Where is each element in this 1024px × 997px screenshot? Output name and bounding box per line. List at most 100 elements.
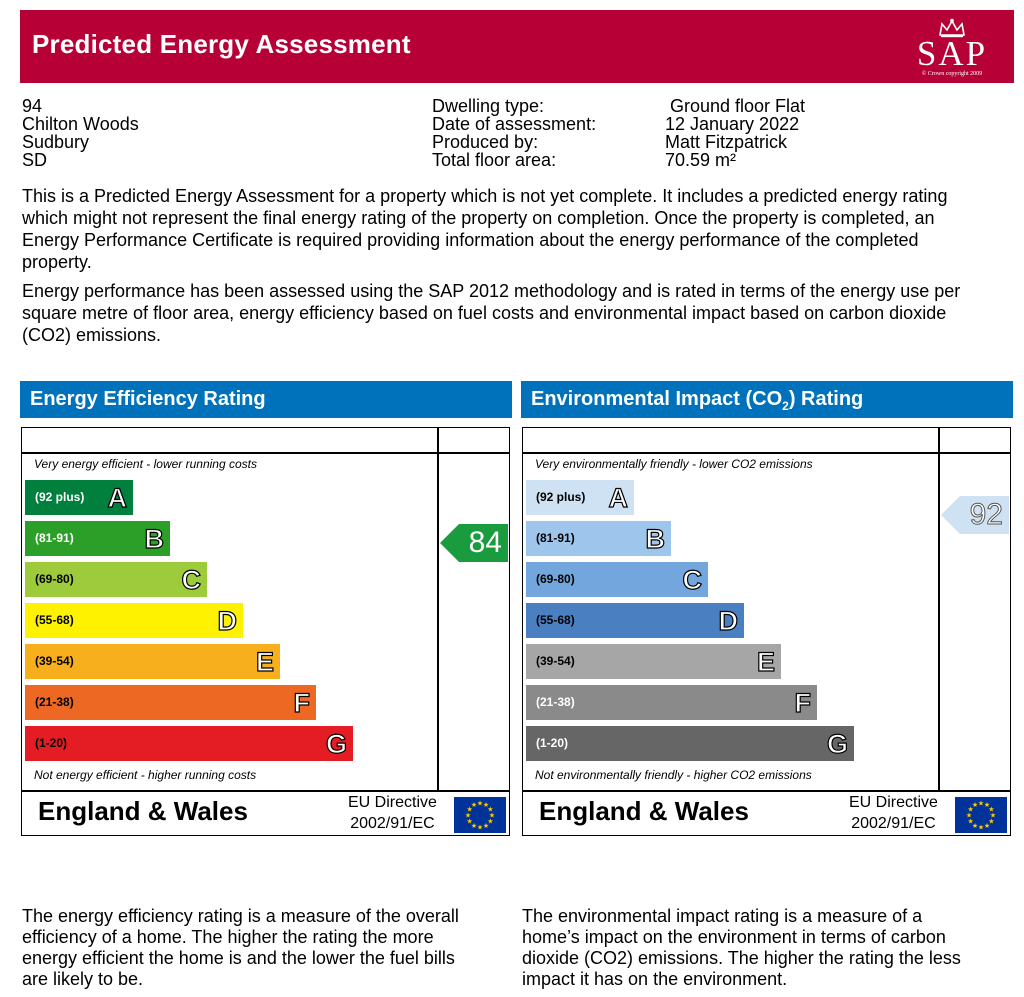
band-range: (39-54): [536, 654, 575, 668]
environmental-explanation: The environmental impact rating is a mea…: [522, 906, 961, 989]
svg-text:★: ★: [990, 812, 996, 820]
svg-text:★: ★: [967, 818, 973, 826]
detail-value: Matt Fitzpatrick: [665, 132, 788, 152]
sap-logo-text: SAP: [916, 34, 988, 73]
band-letter: E: [756, 646, 775, 677]
band-range: (1-20): [536, 736, 569, 750]
detail-row: Produced by: Matt Fitzpatrick: [432, 133, 852, 151]
environmental-title: Environmental Impact (CO2) Rating: [521, 381, 1013, 418]
bottom-hint: Not environmentally friendly - higher CO…: [535, 768, 812, 782]
top-hint: Very energy efficient - lower running co…: [34, 457, 257, 471]
region-label: England & Wales: [38, 796, 248, 826]
svg-text:★: ★: [984, 822, 990, 830]
detail-value: 70.59 m²: [665, 150, 737, 170]
band-range: (81-91): [35, 531, 74, 545]
svg-text:★: ★: [471, 822, 477, 830]
efficiency-chart: Very energy efficient - lower running co…: [21, 427, 510, 836]
divider: [938, 428, 940, 791]
band-range: (69-80): [35, 572, 74, 586]
band-range: (69-80): [536, 572, 575, 586]
svg-text:★: ★: [988, 818, 994, 826]
svg-text:★: ★: [978, 800, 984, 808]
band-letter: E: [255, 646, 274, 677]
environmental-panel: Environmental Impact (CO2) Rating Very e…: [521, 381, 1013, 836]
dwelling-details: Dwelling type: Ground floor Flat Date of…: [432, 97, 852, 169]
rating-band-c: (69-80) C: [526, 562, 708, 597]
band-letter: B: [144, 523, 165, 554]
rating-band-e: (39-54) E: [526, 644, 781, 679]
divider: [22, 790, 509, 792]
crown-icon: [939, 18, 965, 38]
environmental-title-text: Environmental Impact (CO: [531, 388, 783, 410]
svg-text:★: ★: [489, 812, 495, 820]
svg-text:★: ★: [477, 800, 483, 808]
sap-logo: SAP © Crown copyright 2009: [904, 16, 1000, 80]
band-letter: D: [217, 605, 238, 636]
svg-text:★: ★: [487, 806, 493, 814]
band-range: (39-54): [35, 654, 74, 668]
band-letter: C: [181, 564, 202, 595]
rating-band-e: (39-54) E: [25, 644, 280, 679]
eu-directive-line: 2002/91/EC: [851, 815, 936, 832]
efficiency-rating-value: 84: [468, 526, 502, 559]
band-letter: A: [107, 482, 128, 513]
rating-band-g: (1-20) G: [526, 726, 854, 761]
environmental-rating-value: 92: [969, 498, 1003, 532]
eu-directive: EU Directive 2002/91/EC: [849, 792, 938, 834]
region-label: England & Wales: [539, 796, 749, 826]
band-range: (21-38): [536, 695, 575, 709]
svg-text:★: ★: [483, 801, 489, 809]
detail-value: 12 January 2022: [665, 114, 800, 134]
rating-band-b: (81-91) B: [25, 521, 170, 556]
band-range: (21-38): [35, 695, 74, 709]
band-range: (1-20): [35, 736, 68, 750]
rating-band-c: (69-80) C: [25, 562, 207, 597]
band-letter: B: [645, 523, 666, 554]
detail-row: Dwelling type: Ground floor Flat: [432, 97, 852, 115]
band-letter: A: [608, 482, 629, 513]
environmental-title-end: ) Rating: [788, 388, 864, 410]
eu-directive-line: EU Directive: [348, 794, 437, 811]
band-range: (81-91): [536, 531, 575, 545]
rating-band-a: (92 plus) A: [25, 480, 133, 515]
band-range: (55-68): [35, 613, 74, 627]
page-header: Predicted Energy Assessment SAP © Crown …: [20, 10, 1014, 83]
band-range: (92 plus): [35, 490, 85, 504]
band-range: (55-68): [536, 613, 575, 627]
address-line: Sudbury: [22, 132, 90, 152]
eu-directive: EU Directive 2002/91/EC: [348, 792, 437, 834]
efficiency-title: Energy Efficiency Rating: [20, 381, 512, 418]
rating-band-f: (21-38) F: [526, 685, 817, 720]
detail-row: Total floor area: 70.59 m²: [432, 151, 852, 169]
band-letter: F: [293, 687, 311, 718]
svg-text:★: ★: [984, 801, 990, 809]
page-title: Predicted Energy Assessment: [32, 29, 411, 59]
divider: [523, 790, 1010, 792]
svg-text:★: ★: [466, 818, 472, 826]
efficiency-panel: Energy Efficiency Rating Very energy eff…: [20, 381, 512, 836]
bottom-hint: Not energy efficient - higher running co…: [34, 768, 257, 782]
eu-directive-line: EU Directive: [849, 794, 938, 811]
rating-band-g: (1-20) G: [25, 726, 353, 761]
detail-label: Produced by:: [432, 132, 539, 152]
property-address: 94 Chilton Woods Sudbury SD: [22, 97, 139, 169]
environmental-title-sub: 2: [782, 399, 789, 413]
detail-label: Date of assessment:: [432, 114, 597, 134]
svg-text:★: ★: [972, 822, 978, 830]
svg-text:★: ★: [988, 806, 994, 814]
rating-band-f: (21-38) F: [25, 685, 316, 720]
band-range: (92 plus): [536, 490, 586, 504]
detail-label: Total floor area:: [432, 150, 557, 170]
band-letter: G: [826, 728, 848, 759]
methodology-paragraph: Energy performance has been assessed usi…: [22, 281, 961, 345]
intro-paragraph: This is a Predicted Energy Assessment fo…: [22, 186, 948, 272]
divider: [22, 452, 509, 454]
eu-flag-icon: ★ ★ ★ ★ ★ ★ ★ ★ ★ ★ ★ ★: [454, 797, 506, 833]
environmental-rating-arrow: 92: [941, 496, 1009, 534]
rating-band-d: (55-68) D: [526, 603, 744, 638]
svg-text:★: ★: [483, 822, 489, 830]
sap-copyright: © Crown copyright 2009: [921, 71, 983, 77]
eu-directive-line: 2002/91/EC: [350, 815, 435, 832]
band-letter: D: [718, 605, 739, 636]
detail-value: Ground floor Flat: [670, 96, 806, 116]
